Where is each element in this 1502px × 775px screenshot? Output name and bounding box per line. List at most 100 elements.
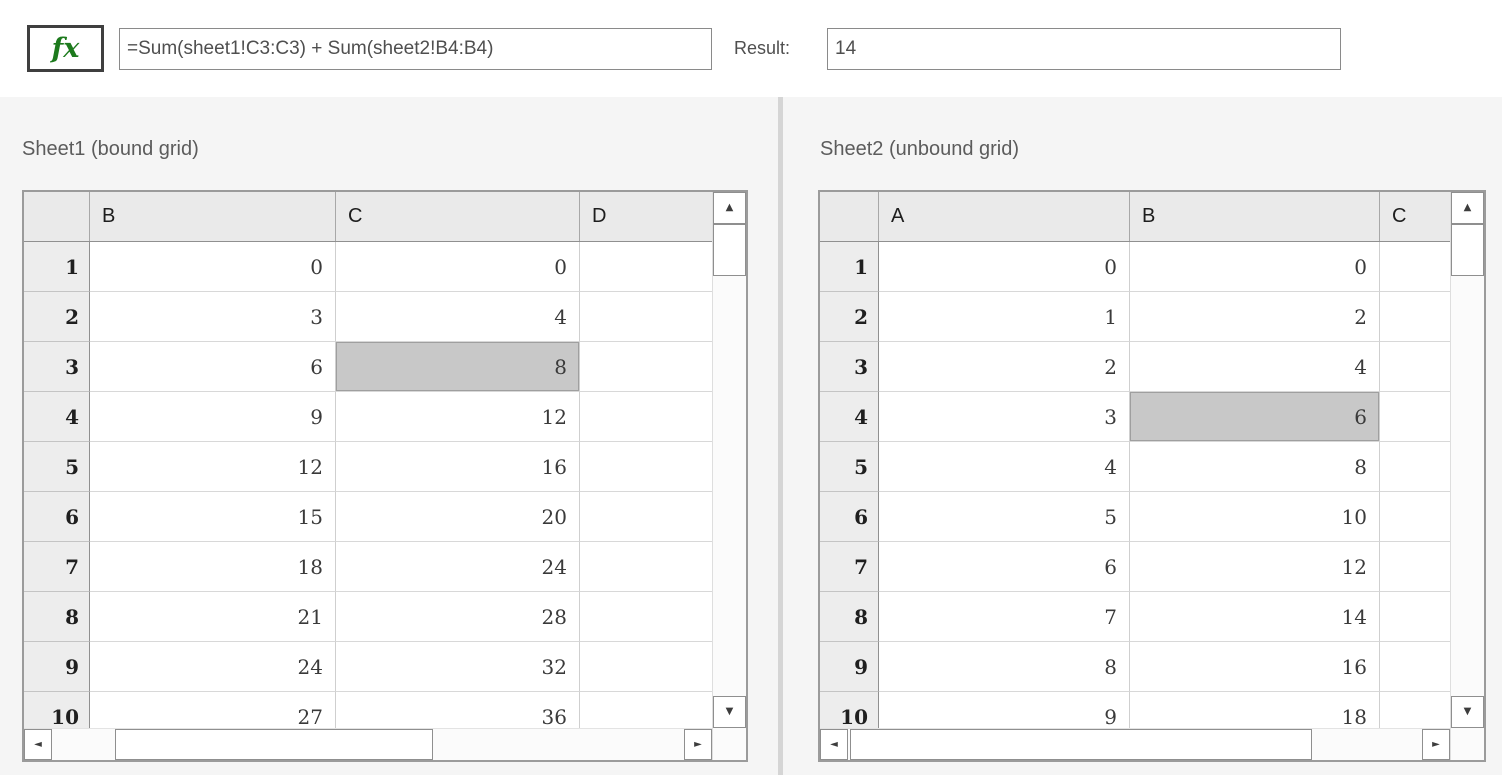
cell[interactable]: 3 <box>879 392 1130 442</box>
cell[interactable]: 6 <box>879 542 1130 592</box>
row-header[interactable]: 8 <box>24 592 90 642</box>
cell[interactable] <box>1380 642 1450 692</box>
cell[interactable]: 2 <box>1130 292 1380 342</box>
cell[interactable] <box>1380 592 1450 642</box>
cell[interactable] <box>580 392 712 442</box>
cell[interactable]: 16 <box>1130 642 1380 692</box>
scroll-track[interactable] <box>1312 729 1422 760</box>
horizontal-scroll-thumb[interactable] <box>850 729 1312 760</box>
row-header[interactable]: 6 <box>820 492 879 542</box>
horizontal-scroll-thumb[interactable] <box>115 729 433 760</box>
cell[interactable]: 20 <box>336 492 580 542</box>
cell[interactable]: 4 <box>336 292 580 342</box>
cell[interactable] <box>1380 392 1450 442</box>
cell[interactable] <box>1380 242 1450 292</box>
cell[interactable] <box>580 292 712 342</box>
cell[interactable]: 2 <box>879 342 1130 392</box>
cell[interactable]: 12 <box>336 392 580 442</box>
column-header-b[interactable]: B <box>1130 192 1380 241</box>
cell[interactable] <box>1380 442 1450 492</box>
column-header-d[interactable]: D <box>592 205 607 227</box>
row-header[interactable]: 3 <box>24 342 90 392</box>
cell[interactable]: 27 <box>90 692 336 728</box>
column-header-a[interactable]: A <box>879 192 1130 241</box>
scroll-left-button[interactable]: ◄ <box>24 729 52 760</box>
row-header[interactable]: 2 <box>820 292 879 342</box>
row-header[interactable]: 9 <box>24 642 90 692</box>
row-header[interactable]: 5 <box>820 442 879 492</box>
corner-cell[interactable] <box>24 192 90 241</box>
cell[interactable]: 36 <box>336 692 580 728</box>
cell[interactable]: 9 <box>879 692 1130 728</box>
cell[interactable] <box>580 242 712 292</box>
cell[interactable]: 4 <box>879 442 1130 492</box>
cell[interactable]: 24 <box>336 542 580 592</box>
cell[interactable]: 14 <box>1130 592 1380 642</box>
vertical-scroll-thumb[interactable] <box>1451 224 1484 276</box>
cell[interactable] <box>1380 542 1450 592</box>
cell[interactable]: 0 <box>879 242 1130 292</box>
cell[interactable] <box>1380 492 1450 542</box>
scroll-track[interactable] <box>433 729 684 760</box>
formula-input[interactable]: =Sum(sheet1!C3:C3) + Sum(sheet2!B4:B4) <box>119 28 712 70</box>
cell[interactable] <box>1380 692 1450 728</box>
cell[interactable] <box>580 442 712 492</box>
cell[interactable]: 8 <box>1130 442 1380 492</box>
cell[interactable]: 21 <box>90 592 336 642</box>
row-header[interactable]: 8 <box>820 592 879 642</box>
row-header[interactable]: 1 <box>820 242 879 292</box>
vertical-scrollbar[interactable]: ▲ ▼ <box>712 192 746 760</box>
scroll-down-button[interactable]: ▼ <box>713 696 746 728</box>
vertical-scroll-thumb[interactable] <box>713 224 746 276</box>
cell[interactable]: 0 <box>336 242 580 292</box>
row-header[interactable]: 4 <box>24 392 90 442</box>
row-header[interactable]: 2 <box>24 292 90 342</box>
row-header[interactable]: 10 <box>820 692 879 728</box>
scroll-left-button[interactable]: ◄ <box>820 729 848 760</box>
cell[interactable]: 7 <box>879 592 1130 642</box>
cell[interactable]: 0 <box>1130 242 1380 292</box>
cell[interactable] <box>580 492 712 542</box>
cell[interactable]: 24 <box>90 642 336 692</box>
corner-cell[interactable] <box>820 192 879 241</box>
cell[interactable]: 1 <box>879 292 1130 342</box>
column-header-c[interactable]: C <box>336 192 580 241</box>
row-header[interactable]: 3 <box>820 342 879 392</box>
row-header[interactable]: 7 <box>24 542 90 592</box>
horizontal-scrollbar[interactable]: ◄ ► <box>820 728 1450 760</box>
selected-cell[interactable]: 8 <box>336 342 580 392</box>
cell[interactable]: 4 <box>1130 342 1380 392</box>
cell[interactable]: 0 <box>90 242 336 292</box>
cell[interactable]: 8 <box>879 642 1130 692</box>
vertical-scrollbar[interactable]: ▲ ▼ <box>1450 192 1484 760</box>
scroll-track[interactable] <box>713 276 746 696</box>
cell[interactable] <box>580 342 712 392</box>
row-header[interactable]: 1 <box>24 242 90 292</box>
cell[interactable] <box>1380 342 1450 392</box>
selected-cell[interactable]: 6 <box>1130 392 1380 442</box>
row-header[interactable]: 4 <box>820 392 879 442</box>
cell[interactable]: 5 <box>879 492 1130 542</box>
cell[interactable]: 18 <box>90 542 336 592</box>
cell[interactable]: 10 <box>1130 492 1380 542</box>
cell[interactable] <box>1380 292 1450 342</box>
cell[interactable]: 18 <box>1130 692 1380 728</box>
cell[interactable] <box>580 692 712 728</box>
row-header[interactable]: 10 <box>24 692 90 728</box>
cell[interactable] <box>580 592 712 642</box>
scroll-track[interactable] <box>1451 276 1484 696</box>
cell[interactable]: 12 <box>90 442 336 492</box>
cell[interactable]: 15 <box>90 492 336 542</box>
cell[interactable]: 28 <box>336 592 580 642</box>
row-header[interactable]: 9 <box>820 642 879 692</box>
cell[interactable]: 6 <box>90 342 336 392</box>
scroll-down-button[interactable]: ▼ <box>1451 696 1484 728</box>
scroll-up-button[interactable]: ▲ <box>1451 192 1484 224</box>
cell[interactable] <box>580 642 712 692</box>
cell[interactable]: 32 <box>336 642 580 692</box>
cell[interactable]: 16 <box>336 442 580 492</box>
row-header[interactable]: 7 <box>820 542 879 592</box>
result-input[interactable]: 14 <box>827 28 1341 70</box>
scroll-right-button[interactable]: ► <box>1422 729 1450 760</box>
cell[interactable] <box>580 542 712 592</box>
